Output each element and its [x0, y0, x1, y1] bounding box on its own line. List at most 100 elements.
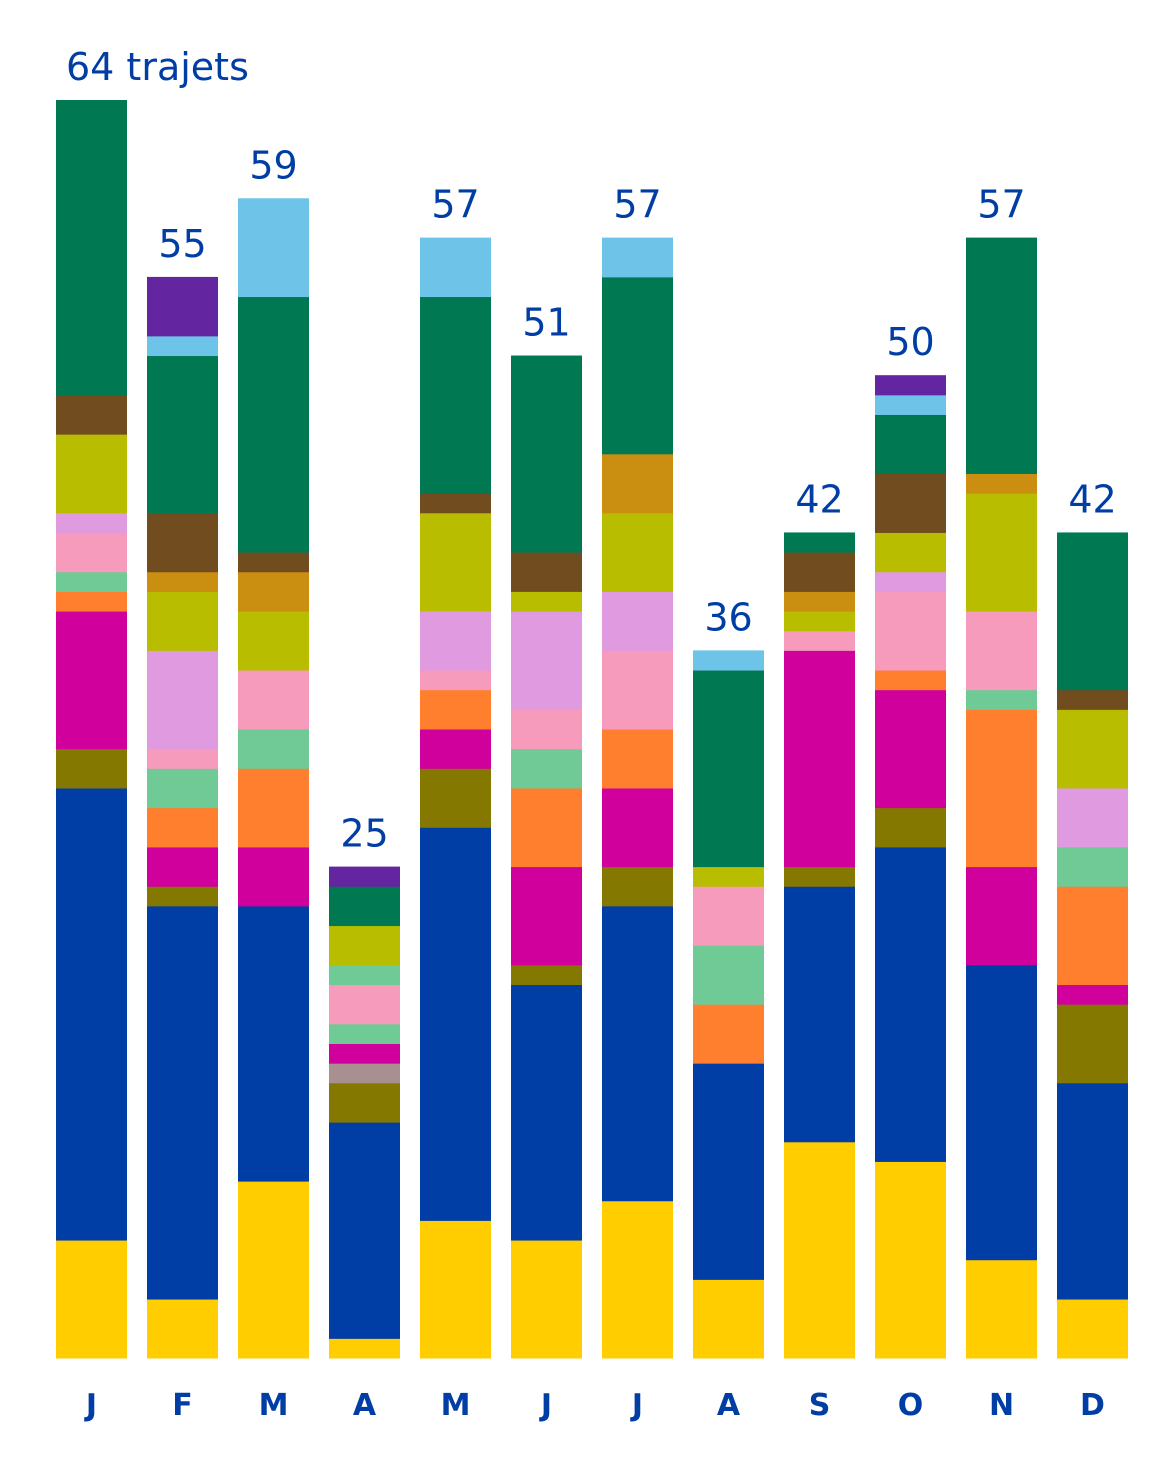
bar-segment-orange	[875, 670, 946, 691]
bar-segment-olive	[147, 886, 218, 907]
bar-segment-lightblue	[238, 198, 309, 298]
bar-segment-olive	[875, 807, 946, 848]
bar-segment-yellowgreen	[875, 532, 946, 573]
bar-segment-lilac	[511, 611, 582, 710]
bar-segment-lightblue	[420, 237, 491, 298]
bar-segment-lilac	[602, 591, 673, 651]
bar-segment-gold	[602, 453, 673, 514]
bar-segment-orange	[238, 768, 309, 848]
x-tick-label: J	[84, 1388, 97, 1423]
bar-segment-yellowgreen	[602, 512, 673, 592]
bar-segment-brown	[1057, 689, 1128, 710]
bar-segment-mint	[147, 768, 218, 809]
bar-segment-green	[238, 296, 309, 553]
bar-segment-olive	[329, 1082, 400, 1123]
bar-segment-yellowgreen	[693, 866, 764, 887]
bar-segment-magenta	[602, 787, 673, 868]
bars-group	[56, 100, 1128, 1359]
bar-segment-yellow	[329, 1338, 400, 1359]
bar-total-label: 42	[1068, 477, 1116, 521]
bar-segment-lightblue	[147, 335, 218, 357]
bar-segment-blue	[329, 1122, 400, 1339]
bar-segment-gold	[784, 591, 855, 612]
bar-segment-mint	[329, 1023, 400, 1044]
bar-segment-blue	[602, 905, 673, 1202]
bar-segment-olive	[602, 866, 673, 907]
x-tick-label: M	[441, 1388, 471, 1423]
bar-segment-magenta	[966, 866, 1037, 966]
bar-segment-pink	[511, 709, 582, 750]
bar-segment-magenta	[147, 846, 218, 887]
bar-total-label: 36	[704, 595, 752, 639]
bar-segment-pink	[238, 670, 309, 730]
bar-segment-pink	[147, 748, 218, 769]
bar-segment-yellowgreen	[238, 611, 309, 671]
bar-segment-olive	[420, 768, 491, 828]
bar-segment-gold	[966, 473, 1037, 494]
bar-segment-yellow	[693, 1279, 764, 1359]
bar-segment-gold	[238, 571, 309, 612]
bar-segment-pink	[784, 630, 855, 651]
bar-total-label: 55	[158, 222, 206, 266]
bar-segment-yellowgreen	[420, 512, 491, 612]
bar-segment-magenta	[875, 689, 946, 809]
bar-segment-magenta	[56, 611, 127, 750]
bar-segment-green	[693, 670, 764, 868]
bar-segment-yellow	[56, 1240, 127, 1359]
bar-segment-magenta	[511, 866, 582, 966]
bar-segment-magenta	[784, 650, 855, 868]
bar-segment-green	[602, 276, 673, 455]
x-tick-label: A	[717, 1388, 741, 1423]
bar-segment-yellow	[1057, 1299, 1128, 1359]
bar-segment-yellow	[602, 1200, 673, 1359]
x-tick-label: J	[539, 1388, 552, 1423]
bar-segment-lilac	[420, 611, 491, 671]
bar-total-label: 42	[795, 477, 843, 521]
bar-segment-lilac	[1057, 787, 1128, 848]
bar-segment-blue	[147, 905, 218, 1300]
bar-segment-brown	[784, 552, 855, 592]
bar-segment-yellowgreen	[56, 434, 127, 514]
bar-total-label: 57	[977, 183, 1025, 227]
bar-segment-orange	[1057, 886, 1128, 986]
bar-segment-purple	[147, 276, 218, 337]
bar-total-label: 57	[431, 183, 479, 227]
bar-segment-lightblue	[875, 394, 946, 415]
bar-segment-magenta	[420, 729, 491, 769]
x-tick-label: D	[1080, 1388, 1105, 1423]
bar-segment-orange	[420, 689, 491, 730]
bar-segment-green	[875, 414, 946, 474]
bar-segment-orange	[966, 709, 1037, 868]
bar-segment-mint	[1057, 846, 1128, 887]
bar-segment-green	[784, 532, 855, 553]
bar-segment-yellow	[420, 1220, 491, 1359]
bar-segment-yellow	[238, 1181, 309, 1359]
bar-segment-orange	[693, 1004, 764, 1064]
bar-segment-mint	[238, 729, 309, 769]
x-tick-label: M	[259, 1388, 289, 1423]
bar-segment-green	[1057, 532, 1128, 691]
bar-segment-blue	[238, 905, 309, 1182]
bar-segment-mint	[329, 964, 400, 986]
bar-segment-yellowgreen	[511, 591, 582, 612]
bar-segment-pink	[329, 984, 400, 1025]
bar-segment-pink	[602, 650, 673, 730]
bar-total-label: 50	[886, 320, 934, 364]
bar-segment-green	[511, 355, 582, 553]
bar-segment-blue	[693, 1063, 764, 1280]
bar-segment-orange	[511, 787, 582, 868]
bar-segment-taupe	[329, 1063, 400, 1084]
bar-segment-lightblue	[602, 237, 673, 278]
bar-segment-mint	[511, 748, 582, 789]
bar-segment-purple	[329, 866, 400, 887]
bar-segment-gold	[147, 571, 218, 592]
bar-segment-brown	[238, 552, 309, 573]
bar-segment-magenta	[238, 846, 309, 907]
bar-segment-blue	[511, 984, 582, 1241]
bar-segment-green	[56, 100, 127, 396]
bar-segment-pink	[420, 670, 491, 691]
bar-segment-mint	[693, 945, 764, 1005]
bar-total-label: 51	[522, 301, 570, 345]
bar-segment-green	[966, 237, 1037, 474]
